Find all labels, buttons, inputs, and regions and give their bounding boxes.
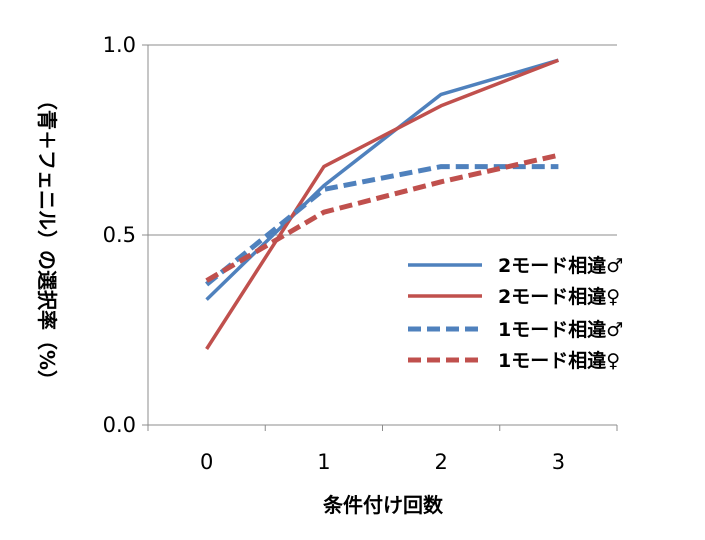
- y-tick-label: 0.5: [103, 223, 136, 247]
- x-tick-label: 0: [200, 450, 213, 474]
- series-line-3: [205, 164, 559, 287]
- series-line-4: [205, 152, 559, 283]
- series-lines: [205, 58, 560, 350]
- y-tick-label: 0.0: [103, 413, 136, 437]
- x-tick-label: 2: [434, 450, 447, 474]
- y-tick-label: 1.0: [103, 33, 136, 57]
- legend: 2モード相違♂ 2モード相違♀ 1モード相違♂ 1モード相違♀: [408, 254, 623, 372]
- legend-label: 2モード相違♀: [498, 285, 620, 308]
- x-axis-title: 条件付け回数: [323, 493, 444, 517]
- series-line-2: [205, 58, 560, 350]
- series-line-1: [205, 58, 559, 301]
- legend-label: 2モード相違♂: [498, 254, 623, 277]
- y-axis-ticks: 0.0 0.5 1.0: [103, 33, 148, 437]
- legend-label: 1モード相違♀: [498, 349, 620, 372]
- x-tick-label: 1: [317, 450, 330, 474]
- x-axis-ticks: 0 1 2 3: [147, 425, 618, 474]
- gridlines: [148, 44, 617, 236]
- legend-label: 1モード相違♂: [498, 318, 623, 341]
- y-axis-title: （青＋フェニル）の選択率（%）: [35, 90, 59, 390]
- x-tick-label: 3: [552, 450, 565, 474]
